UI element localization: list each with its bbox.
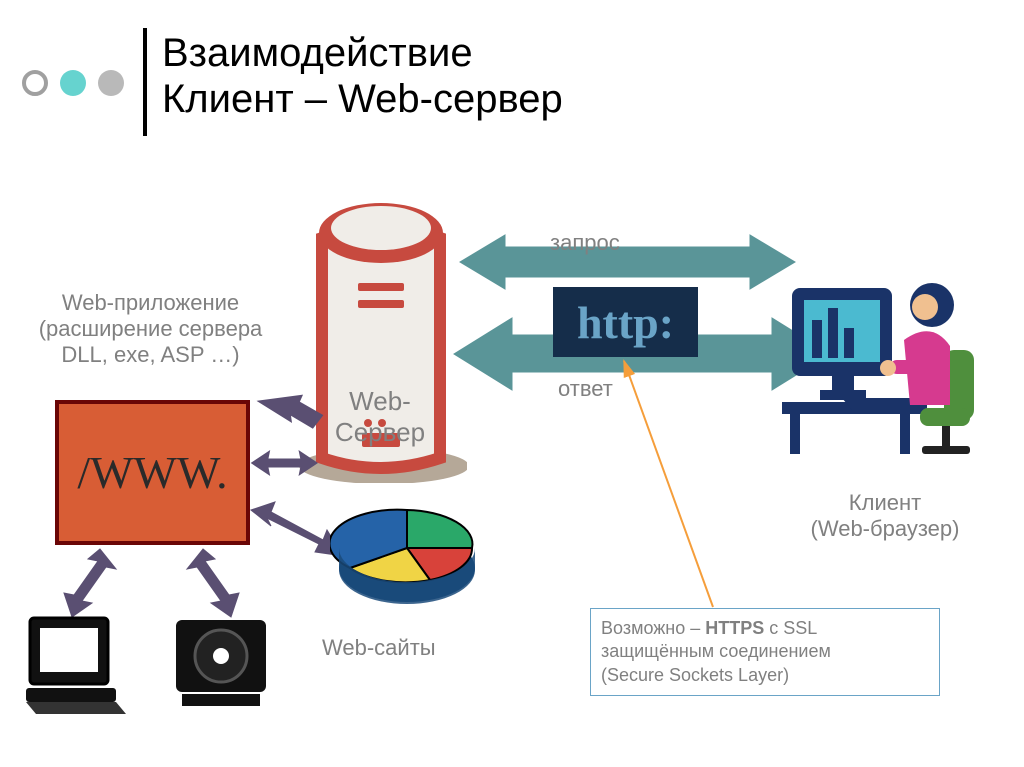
web-server-line2: Сервер bbox=[320, 417, 440, 448]
bullet-1 bbox=[22, 70, 48, 96]
websites-label: Web-сайты bbox=[322, 635, 436, 661]
http-text: http: bbox=[577, 296, 674, 349]
pc-terminal-2-icon bbox=[170, 610, 280, 720]
www-server-arrow-2-icon bbox=[245, 445, 323, 491]
callout-line3: (Secure Sockets Layer) bbox=[601, 664, 929, 687]
www-pc1-arrow-icon bbox=[60, 545, 130, 615]
www-server-arrow-1-icon bbox=[245, 390, 325, 440]
client-user-icon bbox=[782, 250, 987, 460]
web-app-line1: Web-приложение bbox=[38, 290, 263, 316]
response-label: ответ bbox=[558, 376, 613, 402]
slide-title: Взаимодействие Клиент – Web-сервер bbox=[162, 30, 563, 122]
request-label: запрос bbox=[550, 230, 620, 256]
www-pc2-arrow-icon bbox=[175, 545, 245, 615]
http-box: http: bbox=[553, 287, 698, 357]
web-app-label: Web-приложение (расширение сервера DLL, … bbox=[38, 290, 263, 368]
www-text: /WWW. bbox=[77, 446, 227, 499]
client-line2: (Web-браузер) bbox=[790, 516, 980, 542]
web-server-line1: Web- bbox=[320, 386, 440, 417]
callout-line2: защищённым соединением bbox=[601, 640, 929, 663]
https-callout: Возможно – HTTPS с SSL защищённым соедин… bbox=[590, 608, 940, 696]
pie-chart-icon bbox=[330, 490, 485, 620]
callout-pre: Возможно – bbox=[601, 618, 705, 638]
callout-post: с SSL bbox=[764, 618, 817, 638]
bullet-3 bbox=[98, 70, 124, 96]
callout-bold: HTTPS bbox=[705, 618, 764, 638]
pc-terminal-1-icon bbox=[20, 610, 130, 720]
web-server-label: Web- Сервер bbox=[320, 386, 440, 448]
header-bullets bbox=[22, 70, 124, 96]
www-app-box: /WWW. bbox=[55, 400, 250, 545]
bullet-2 bbox=[60, 70, 86, 96]
title-line-1: Взаимодействие bbox=[162, 30, 563, 76]
client-label: Клиент (Web-браузер) bbox=[790, 490, 980, 542]
callout-line1: Возможно – HTTPS с SSL bbox=[601, 617, 929, 640]
callout-arrow-icon bbox=[618, 355, 738, 615]
web-app-line3: DLL, exe, ASP …) bbox=[38, 342, 263, 368]
www-server-arrow-3-icon bbox=[245, 500, 335, 560]
title-divider bbox=[143, 28, 147, 136]
web-app-line2: (расширение сервера bbox=[38, 316, 263, 342]
client-line1: Клиент bbox=[790, 490, 980, 516]
title-line-2: Клиент – Web-сервер bbox=[162, 76, 563, 122]
